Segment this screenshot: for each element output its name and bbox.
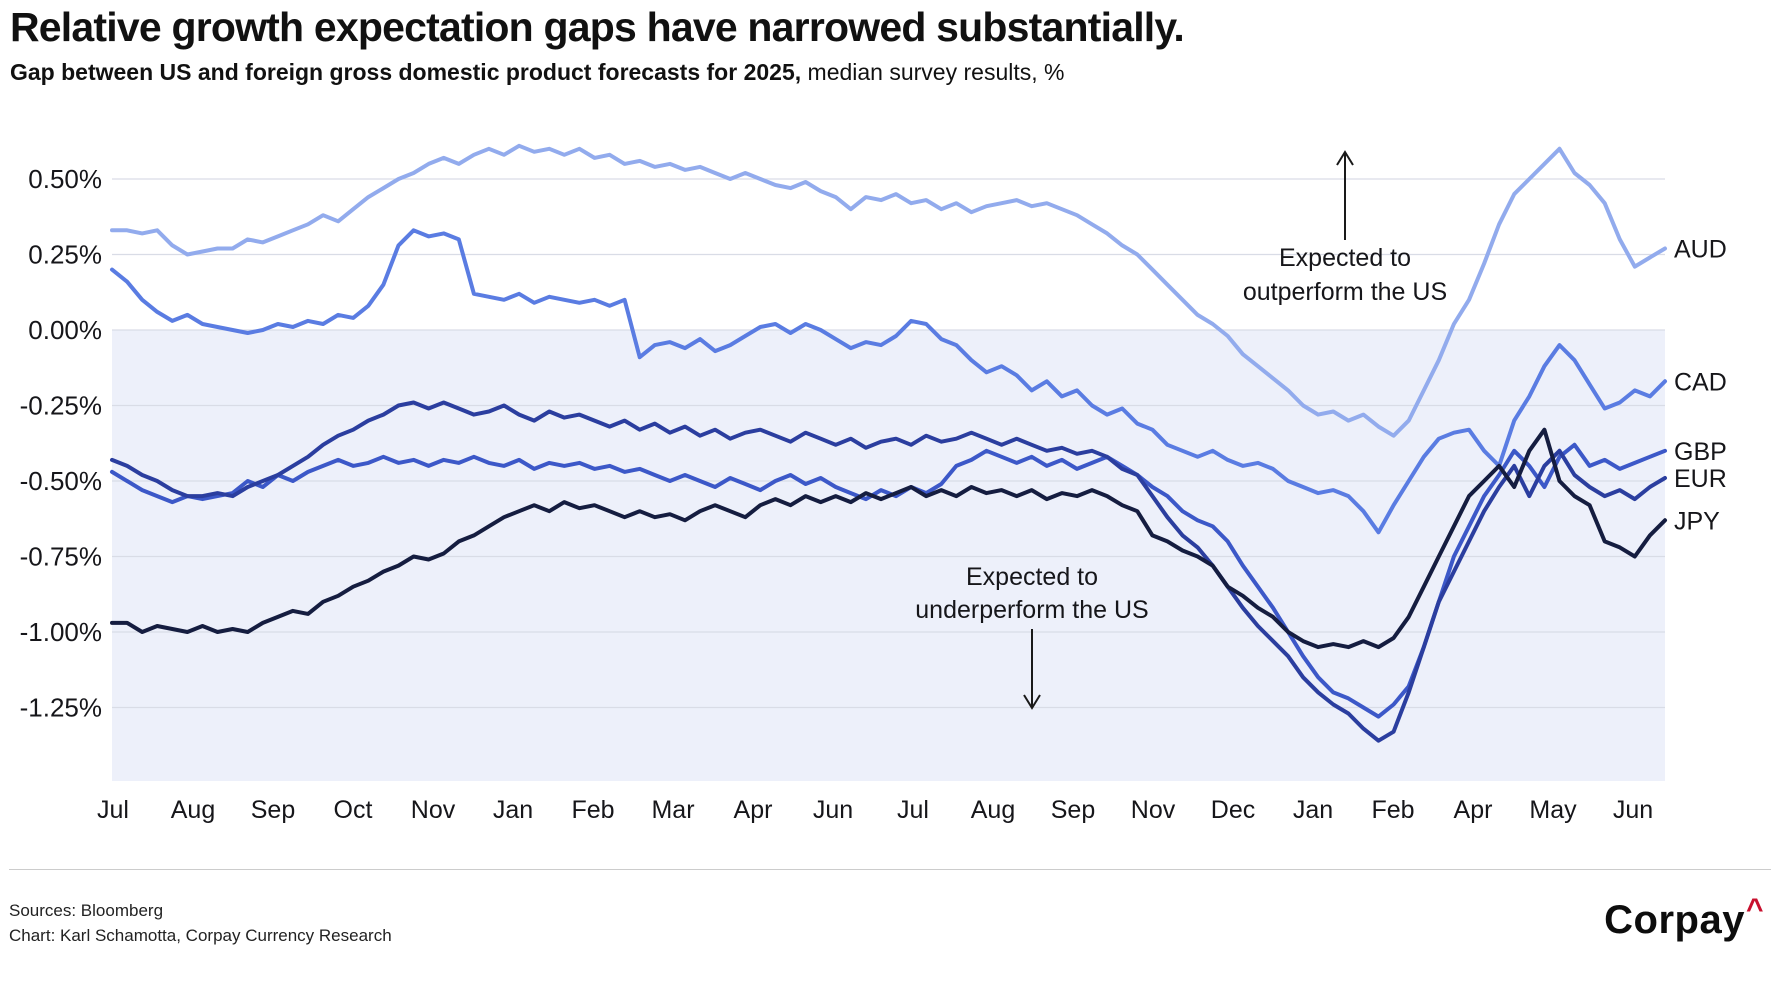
y-axis-tick-label: 0.00%	[28, 315, 102, 345]
page-subtitle: Gap between US and foreign gross domesti…	[10, 59, 1770, 86]
corpay-logo-text: Corpay	[1604, 898, 1745, 942]
annotation-text: underperform the US	[915, 596, 1148, 624]
page-title: Relative growth expectation gaps have na…	[10, 4, 1185, 50]
x-axis-tick-label: Dec	[1211, 796, 1255, 824]
x-axis-tick-label: Apr	[734, 796, 773, 824]
subtitle-regular-text: median survey results, %	[801, 59, 1065, 86]
series-line-EUR	[110, 400, 1667, 743]
x-axis-tick-label: Feb	[571, 796, 614, 824]
x-axis-tick-label: Feb	[1371, 796, 1414, 824]
sources-line: Sources: Bloomberg	[9, 901, 164, 920]
x-axis-tick-label: Jan	[493, 796, 533, 824]
x-axis-tick-label: Jan	[1293, 796, 1333, 824]
series-end-label-AUD: AUD	[1674, 235, 1727, 263]
series-end-label-GBP: GBP	[1674, 438, 1727, 466]
arrow-up-icon	[1336, 150, 1354, 166]
series-end-label-CAD: CAD	[1674, 368, 1727, 396]
x-axis-tick-label: Nov	[1131, 796, 1176, 824]
y-axis-tick-label: 0.25%	[28, 240, 102, 270]
annotation-text: Expected to	[966, 563, 1098, 591]
series-line-JPY	[110, 427, 1667, 650]
corpay-logo: Corpay^	[1604, 893, 1763, 943]
y-axis-tick-label: -0.25%	[20, 391, 102, 421]
x-axis-tick-label: Aug	[171, 796, 215, 824]
series-line-CAD	[110, 228, 1667, 535]
x-axis-tick-label: Jun	[813, 796, 853, 824]
corpay-caret-icon: ^	[1745, 893, 1764, 926]
x-axis-tick-label: Oct	[334, 796, 373, 824]
below-zero-shade	[112, 330, 1665, 781]
series-line-AUD	[110, 143, 1667, 438]
y-axis-tick-label: -0.75%	[20, 542, 102, 572]
chart-credit-line: Chart: Karl Schamotta, Corpay Currency R…	[9, 926, 392, 945]
y-axis-tick-label: -1.25%	[20, 693, 102, 723]
y-axis-tick-label: 0.50%	[28, 164, 102, 194]
annotation-text: Expected to	[1279, 244, 1411, 272]
annotation-text: outperform the US	[1243, 278, 1447, 306]
subtitle-bold-text: Gap between US and foreign gross domesti…	[10, 59, 802, 86]
x-axis-tick-label: Sep	[251, 796, 295, 824]
chart-svg: 0.50% 0.25% 0.00% -0.25% -0.50% -0.75% -1.00% -…	[20, 143, 1727, 824]
x-axis-tick-label: Jul	[97, 796, 129, 824]
x-axis-tick-label: Nov	[411, 796, 456, 824]
x-axis-tick-label: Mar	[651, 796, 694, 824]
chart-header: Relative growth expectation gaps have na…	[10, 4, 1770, 86]
y-axis-tick-label: -0.50%	[20, 466, 102, 496]
x-axis-tick-label: Jun	[1613, 796, 1653, 824]
x-axis-tick-label: May	[1529, 796, 1577, 824]
x-axis-tick-label: Jul	[897, 796, 929, 824]
source-attribution: Sources: Bloomberg Chart: Karl Schamotta…	[9, 898, 1771, 948]
series-end-label-EUR: EUR	[1674, 465, 1727, 493]
chart-area: 0.50% 0.25% 0.00% -0.25% -0.50% -0.75% -1.00% -…	[20, 143, 1727, 824]
x-axis-tick-label: Apr	[1454, 796, 1493, 824]
x-axis-tick-label: Aug	[971, 796, 1015, 824]
x-axis-tick-label: Sep	[1051, 796, 1095, 824]
series-line-GBP	[110, 442, 1667, 719]
arrow-down-icon	[1023, 694, 1041, 710]
series-end-label-JPY: JPY	[1674, 507, 1720, 535]
y-axis-tick-label: -1.00%	[20, 617, 102, 647]
chart-footer: Sources: Bloomberg Chart: Karl Schamotta…	[9, 869, 1771, 948]
